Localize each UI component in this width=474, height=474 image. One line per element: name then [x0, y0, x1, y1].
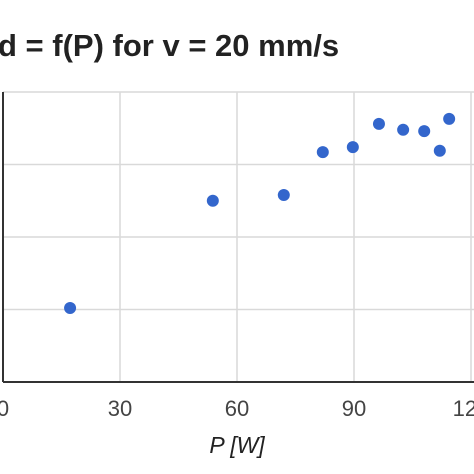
point: [372, 117, 385, 130]
x-tick-label: 120: [453, 396, 474, 421]
point: [418, 125, 431, 138]
point: [397, 123, 410, 136]
x-tick-label: 90: [342, 396, 366, 421]
point: [64, 302, 77, 315]
point: [433, 144, 446, 157]
point: [277, 188, 290, 201]
x-tick-label: 60: [225, 396, 249, 421]
point: [206, 194, 219, 207]
point: [316, 146, 329, 159]
point: [443, 112, 456, 125]
x-tick-label: 30: [108, 396, 132, 421]
chart-title: d = f(P) for v = 20 mm/s: [0, 28, 339, 63]
x-tick-label: 0: [0, 396, 9, 421]
point: [346, 141, 359, 154]
x-axis-label: P [W]: [209, 432, 265, 458]
